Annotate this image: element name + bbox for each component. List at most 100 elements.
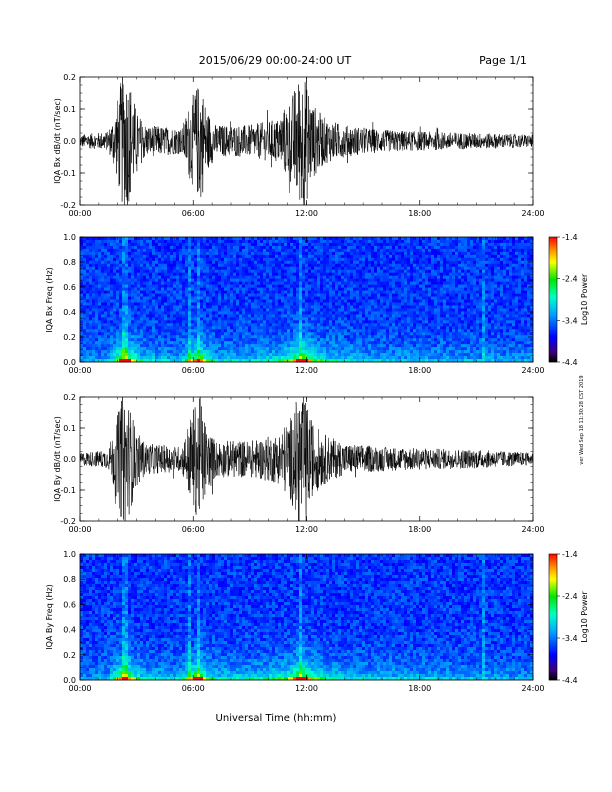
spectrogram-cell bbox=[152, 347, 156, 351]
spectrogram-cell bbox=[350, 257, 354, 262]
spectrogram-cell bbox=[110, 281, 114, 285]
spectrogram-cell bbox=[182, 299, 186, 303]
spectrogram-cell bbox=[311, 239, 315, 244]
spectrogram-cell bbox=[158, 326, 162, 330]
spectrogram-cell bbox=[134, 311, 138, 315]
spectrogram-cell bbox=[392, 320, 396, 324]
spectrogram-cell bbox=[395, 257, 399, 262]
spectrogram-cell bbox=[302, 290, 306, 294]
spectrogram-cell bbox=[410, 281, 414, 285]
spectrogram-cell bbox=[389, 359, 393, 363]
spectrogram-cell bbox=[341, 281, 345, 285]
spectrogram-cell bbox=[212, 347, 216, 351]
spectrogram-cell bbox=[413, 251, 417, 256]
spectrogram-cell bbox=[263, 278, 267, 282]
spectrogram-cell bbox=[188, 237, 192, 241]
spectrogram-cell bbox=[368, 278, 372, 282]
spectrogram-cell bbox=[218, 272, 222, 276]
spectrogram-cell bbox=[344, 350, 348, 354]
spectrogram-cell bbox=[368, 332, 372, 336]
spectrogram-cell bbox=[380, 237, 384, 241]
spectrogram-cell bbox=[413, 335, 417, 339]
spectrogram-cell bbox=[140, 287, 144, 291]
spectrogram-cell bbox=[266, 275, 270, 279]
spectrogram-cell bbox=[413, 281, 417, 285]
spectrogram-cell bbox=[215, 287, 219, 291]
spectrogram-cell bbox=[188, 293, 192, 297]
spectrogram-cell bbox=[254, 347, 258, 351]
spectrogram-cell bbox=[416, 269, 420, 274]
spectrogram-cell bbox=[188, 278, 192, 282]
spectrogram-cell bbox=[101, 353, 105, 357]
spectrogram-cell bbox=[107, 269, 111, 274]
spectrogram-cell bbox=[80, 275, 84, 279]
spectrogram-cell bbox=[122, 272, 126, 276]
spectrogram-cell bbox=[239, 251, 243, 256]
spectrogram-cell bbox=[305, 299, 309, 303]
spectrogram-cell bbox=[257, 320, 261, 324]
spectrogram-cell bbox=[335, 293, 339, 297]
spectrogram-cell bbox=[254, 275, 258, 279]
spectrogram-cell bbox=[302, 239, 306, 244]
spectrogram-cell bbox=[374, 290, 378, 294]
spectrogram-cell bbox=[125, 275, 129, 279]
spectrogram-cell bbox=[254, 308, 258, 312]
spectrogram-cell bbox=[119, 314, 123, 318]
spectrogram-cell bbox=[188, 350, 192, 354]
spectrogram-cell bbox=[200, 356, 204, 360]
spectrogram-cell bbox=[296, 314, 300, 318]
spectrogram-cell bbox=[383, 314, 387, 318]
spectrogram-cell bbox=[368, 263, 372, 268]
spectrogram-cell bbox=[98, 329, 102, 333]
spectrogram-cell bbox=[365, 266, 369, 271]
spectrogram-cell bbox=[245, 311, 249, 315]
spectrogram-cell bbox=[188, 239, 192, 244]
spectrogram-cell bbox=[95, 314, 99, 318]
spectrogram-cell bbox=[332, 305, 336, 309]
spectrogram-cell bbox=[272, 272, 276, 276]
spectrogram-cell bbox=[107, 302, 111, 306]
spectrogram-cell bbox=[359, 299, 363, 303]
spectrogram-cell bbox=[173, 308, 177, 312]
spectrogram-cell bbox=[137, 344, 141, 348]
spectrogram-cell bbox=[131, 260, 135, 265]
spectrogram-cell bbox=[362, 353, 366, 357]
spectrogram-cell bbox=[212, 239, 216, 244]
spectrogram-cell bbox=[419, 245, 423, 250]
spectrogram-cell bbox=[140, 320, 144, 324]
spectrogram-cell bbox=[101, 356, 105, 360]
spectrogram-cell bbox=[98, 287, 102, 291]
spectrogram-cell bbox=[242, 338, 246, 342]
spectrogram-cell bbox=[233, 242, 237, 247]
spectrogram-cell bbox=[224, 263, 228, 268]
spectrogram-cell bbox=[164, 353, 168, 357]
spectrogram-cell bbox=[269, 347, 273, 351]
spectrogram-cell bbox=[374, 308, 378, 312]
spectrogram-cell bbox=[311, 296, 315, 300]
spectrogram-cell bbox=[398, 344, 402, 348]
spectrogram-cell bbox=[206, 299, 210, 303]
spectrogram-cell bbox=[329, 251, 333, 256]
spectrogram-cell bbox=[185, 341, 189, 345]
spectrogram-cell bbox=[83, 356, 87, 360]
spectrogram-cell bbox=[275, 287, 279, 291]
spectrogram-cell bbox=[302, 323, 306, 327]
spectrogram-cell bbox=[83, 251, 87, 256]
spectrogram-cell bbox=[188, 323, 192, 327]
spectrogram-cell bbox=[386, 356, 390, 360]
spectrogram-cell bbox=[209, 350, 213, 354]
spectrogram-cell bbox=[365, 359, 369, 363]
spectrogram-cell bbox=[311, 338, 315, 342]
spectrogram-cell bbox=[371, 317, 375, 321]
spectrogram-cell bbox=[392, 335, 396, 339]
spectrogram-cell bbox=[122, 338, 126, 342]
spectrogram-cell bbox=[167, 299, 171, 303]
spectrogram-cell bbox=[98, 257, 102, 262]
spectrogram-cell bbox=[122, 311, 126, 315]
spectrogram-cell bbox=[425, 311, 429, 315]
spectrogram-cell bbox=[137, 254, 141, 259]
spectrogram-cell bbox=[188, 242, 192, 247]
spectrogram-cell bbox=[302, 281, 306, 285]
spectrogram-cell bbox=[350, 263, 354, 268]
spectrogram-cell bbox=[206, 278, 210, 282]
